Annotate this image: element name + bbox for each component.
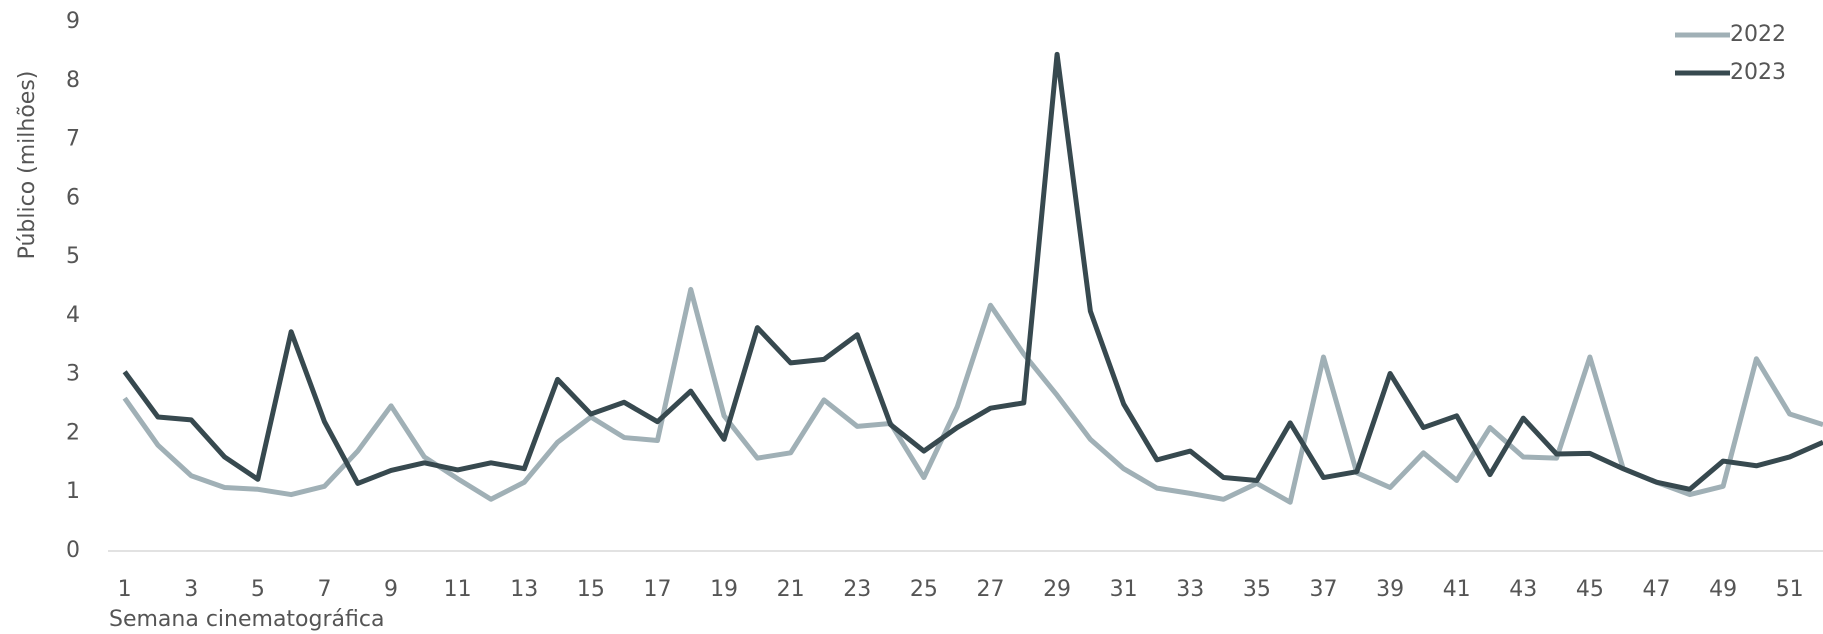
y-tick-label: 5 xyxy=(66,244,80,269)
x-tick-label: 11 xyxy=(444,577,472,602)
y-tick-label: 4 xyxy=(66,303,80,328)
y-tick-label: 7 xyxy=(66,127,80,152)
x-tick-label: 51 xyxy=(1776,577,1804,602)
x-tick-label: 27 xyxy=(976,577,1004,602)
x-tick-label: 47 xyxy=(1642,577,1670,602)
legend-label: 2023 xyxy=(1730,60,1786,85)
x-tick-label: 45 xyxy=(1576,577,1604,602)
x-tick-label: 33 xyxy=(1176,577,1204,602)
x-tick-label: 25 xyxy=(910,577,938,602)
y-tick-label: 3 xyxy=(66,362,80,387)
x-tick-label: 43 xyxy=(1509,577,1537,602)
x-tick-label: 13 xyxy=(510,577,538,602)
y-tick-label: 8 xyxy=(66,68,80,93)
x-tick-label: 31 xyxy=(1110,577,1138,602)
x-tick-label: 37 xyxy=(1309,577,1337,602)
x-tick-label: 29 xyxy=(1043,577,1071,602)
x-axis-label: Semana cinematográfica xyxy=(109,607,384,632)
x-tick-label: 35 xyxy=(1243,577,1271,602)
line-series xyxy=(122,286,1823,505)
x-tick-label: 39 xyxy=(1376,577,1404,602)
line-series xyxy=(122,51,1823,492)
x-tick-label: 17 xyxy=(643,577,671,602)
y-tick-label: 1 xyxy=(66,479,80,504)
x-tick-label: 1 xyxy=(118,577,132,602)
y-tick-label: 2 xyxy=(66,420,80,445)
x-tick-label: 41 xyxy=(1443,577,1471,602)
y-tick-label: 0 xyxy=(66,538,80,563)
x-tick-label: 21 xyxy=(777,577,805,602)
y-axis-label: Público (milhões) xyxy=(15,71,40,260)
y-tick-label: 6 xyxy=(66,185,80,210)
y-tick-label: 9 xyxy=(66,9,80,34)
x-tick-label: 5 xyxy=(251,577,265,602)
x-tick-label: 23 xyxy=(843,577,871,602)
legend-label: 2022 xyxy=(1730,22,1786,47)
x-tick-label: 9 xyxy=(384,577,398,602)
x-tick-label: 3 xyxy=(184,577,198,602)
x-tick-label: 19 xyxy=(710,577,738,602)
x-tick-label: 15 xyxy=(577,577,605,602)
x-tick-label: 49 xyxy=(1709,577,1737,602)
x-tick-label: 7 xyxy=(317,577,331,602)
